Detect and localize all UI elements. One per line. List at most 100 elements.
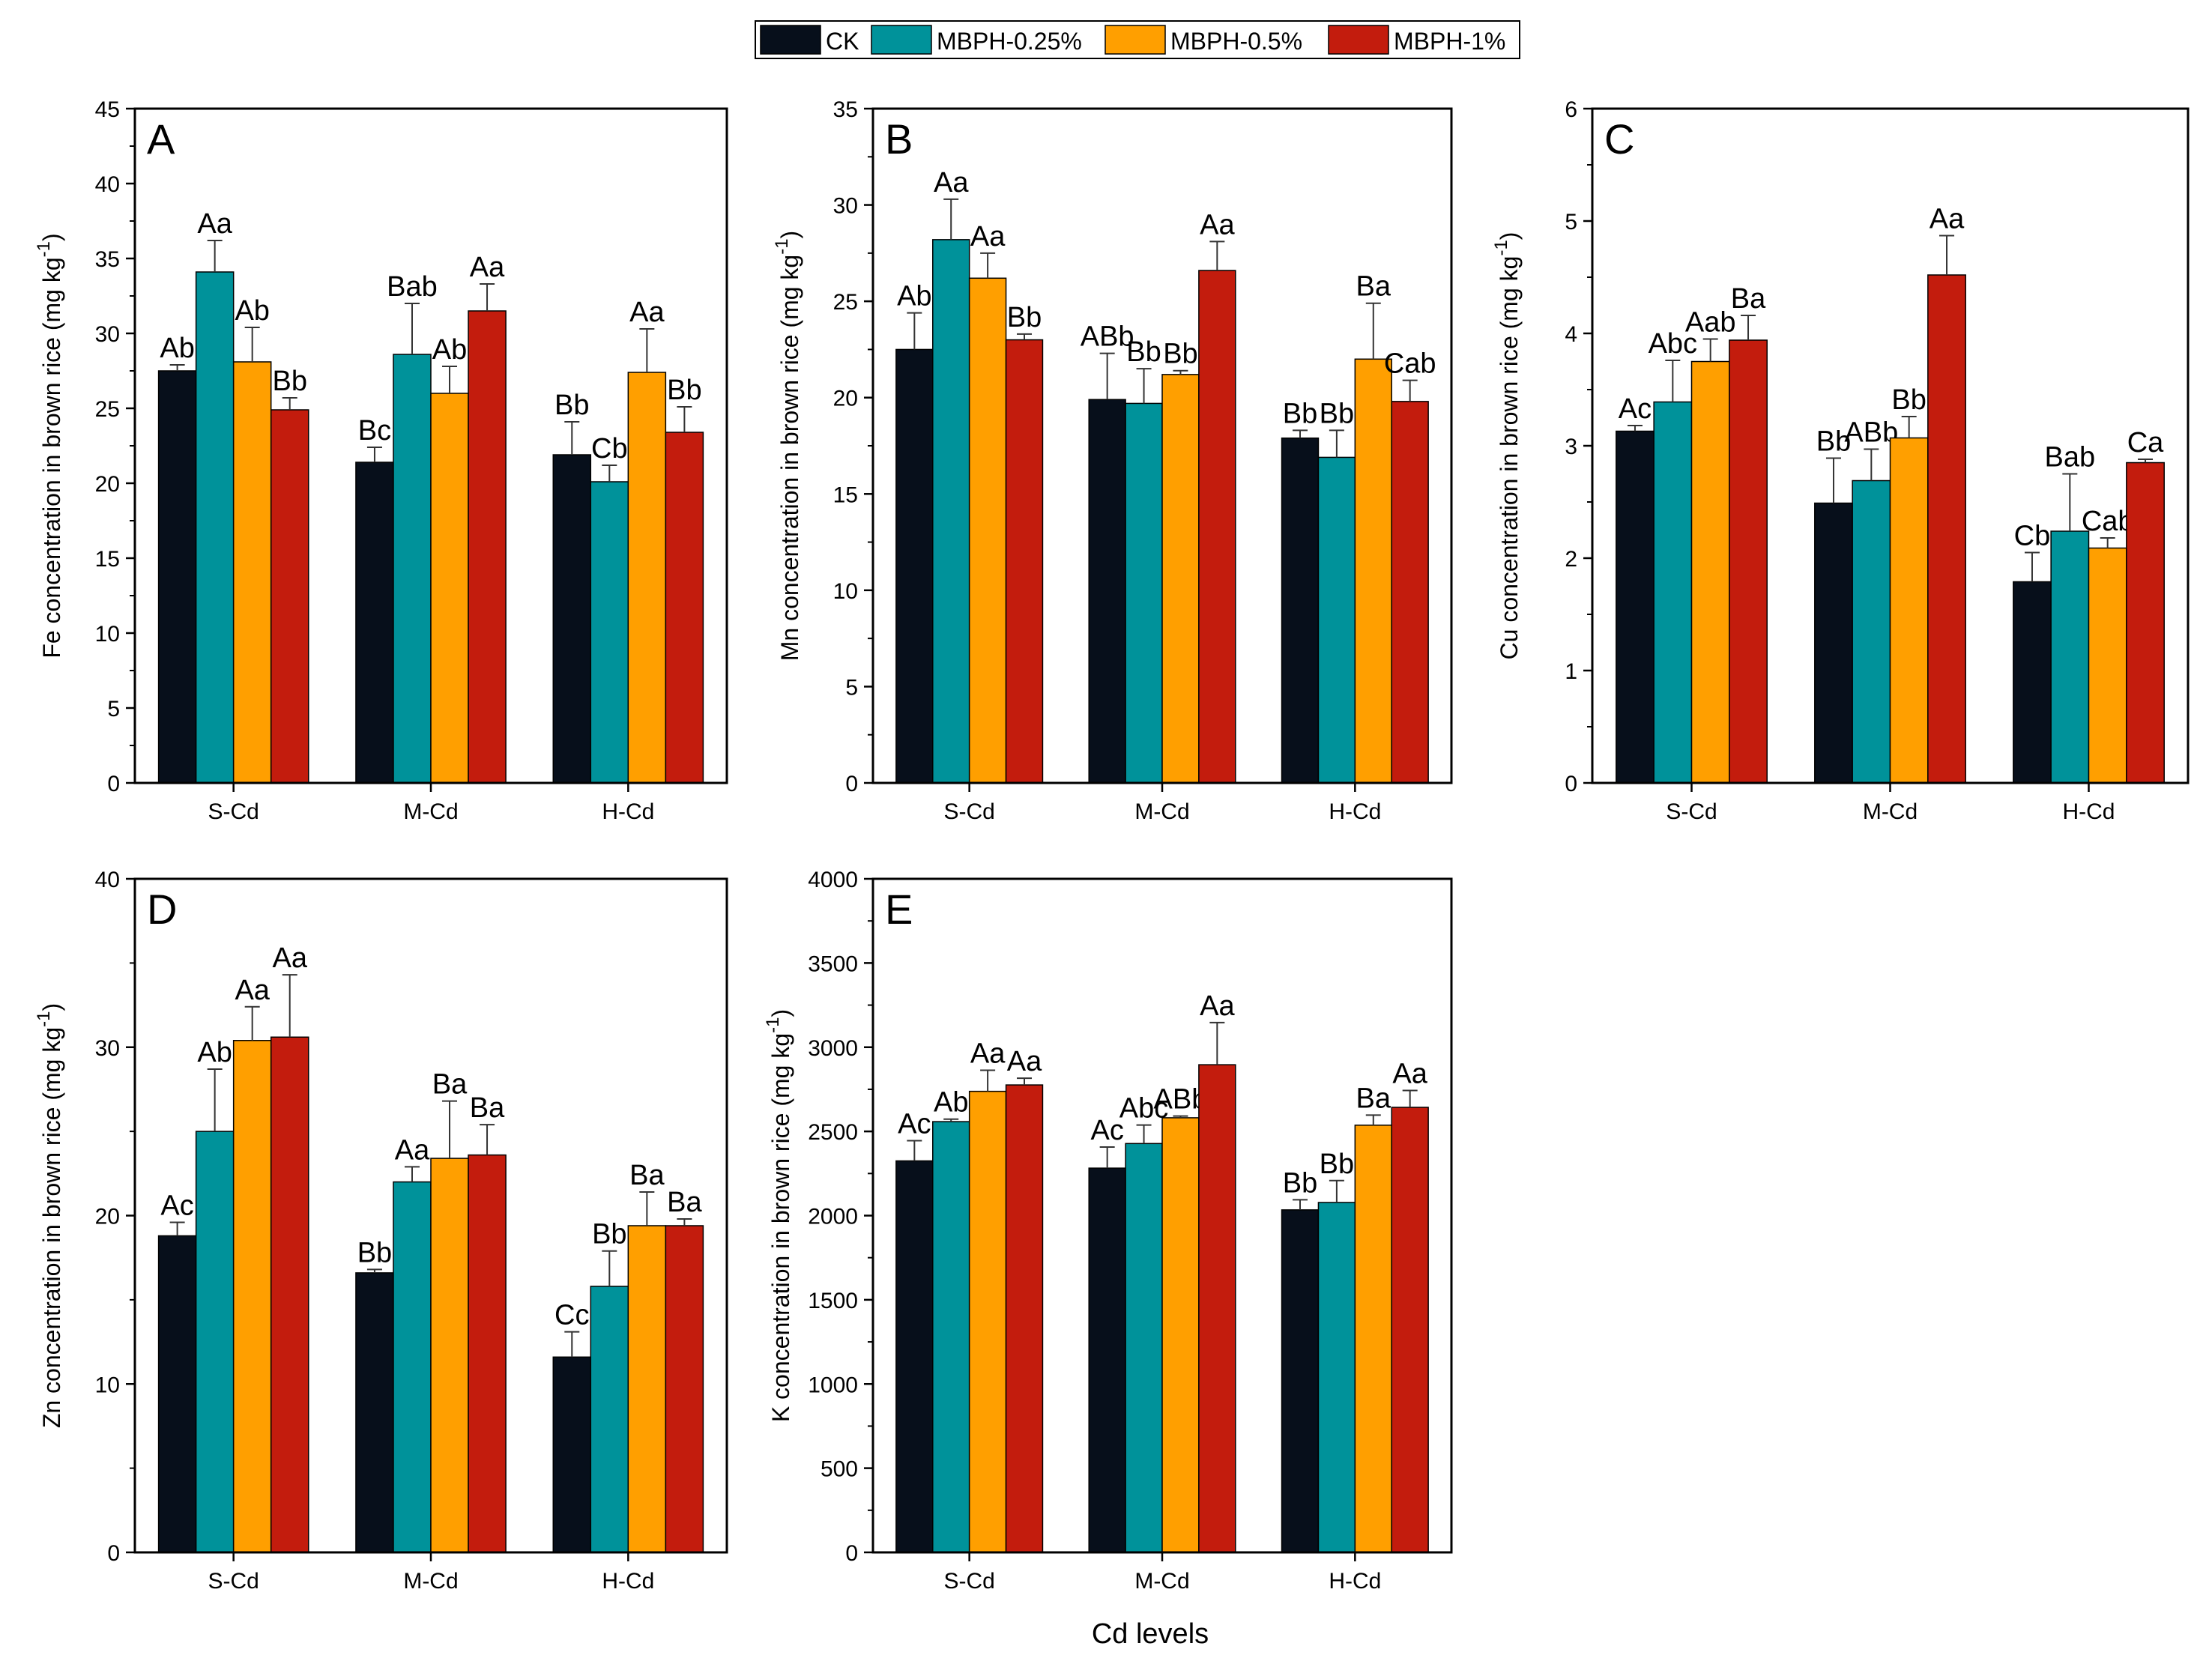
panel-b: AbABbBbAaBbBbAaBbBaBbAaCab05101520253035… <box>772 97 1453 824</box>
panel-d-sig-label: Ac <box>160 1190 193 1221</box>
panel-a-xtick-label: H-Cd <box>602 799 654 824</box>
panel-b-ytick-label: 10 <box>833 579 858 604</box>
panel-a-ytick-label: 45 <box>95 97 120 122</box>
panel-d-xtick-label: H-Cd <box>602 1569 654 1594</box>
panel-e-sig-label: Abc <box>1119 1093 1168 1125</box>
panel-e-bar <box>968 1090 1007 1553</box>
panel-b-bar <box>968 277 1007 784</box>
panel-d-sig-label: Ba <box>629 1160 665 1191</box>
chart-panels: AbBcBbAaBabCbAbAbAaBbAaBb051015202530354… <box>34 97 2190 1594</box>
panel-c-ylabel-exp: -1 <box>1491 240 1511 255</box>
legend-label-mbph-05: MBPH-0.5% <box>1170 28 1302 55</box>
panel-a-ytick-label: 5 <box>107 697 120 721</box>
legend-label-mbph-025: MBPH-0.25% <box>937 28 1082 55</box>
panel-e-letter: E <box>885 886 913 933</box>
panel-b-sig-label: Ba <box>1356 271 1391 303</box>
panel-e-ytick-label: 3000 <box>808 1036 858 1061</box>
panel-c-bar <box>2126 462 2165 784</box>
panel-a-ylabel-main: Fe concentration in brown rice <box>38 330 65 659</box>
panel-a-bar <box>627 372 667 784</box>
panel-b-ytick-label: 0 <box>845 772 858 796</box>
panel-a-sig-label: Aa <box>197 208 232 240</box>
panel-d-sig-label: Aa <box>235 975 270 1006</box>
panel-e-sig-label: Aa <box>1007 1046 1042 1077</box>
panel-c-ytick-label: 4 <box>1565 322 1577 347</box>
panel-b-sig-label: Bb <box>1126 336 1161 368</box>
panel-a-sig-label: Bb <box>554 390 589 421</box>
panel-d-bar <box>270 1036 309 1553</box>
panel-e-xtick-label: S-Cd <box>943 1569 994 1594</box>
panel-d-bar <box>665 1225 704 1553</box>
panel-b-sig-label: Bb <box>1163 339 1197 370</box>
panel-c-sig-label: Ac <box>1619 393 1652 425</box>
panel-e-ytick-label: 3500 <box>808 952 858 976</box>
panel-c-bar <box>2013 581 2052 784</box>
panel-b-sig-label: Bb <box>1320 398 1354 429</box>
panel-c-ylabel-close: ) <box>1496 232 1523 240</box>
panel-e-ylabel-unit: (mg kg <box>767 1033 794 1107</box>
panel-a-sig-label: Ab <box>160 333 194 364</box>
panel-e-sig-label: Aa <box>1200 990 1235 1022</box>
panel-a-sig-label: Ab <box>235 295 269 327</box>
panel-b-bar <box>932 239 970 784</box>
panel-d-ytick-label: 30 <box>95 1036 120 1061</box>
panel-a-sig-label: Bc <box>358 415 391 447</box>
panel-e-bar <box>1391 1107 1429 1553</box>
panel-d-letter: D <box>147 886 177 933</box>
panel-c-xtick-label: M-Cd <box>1863 799 1918 824</box>
panel-d-bar <box>195 1131 235 1553</box>
panel-d-xtick-label: S-Cd <box>208 1569 259 1594</box>
panel-e-sig-label: Bb <box>1283 1167 1317 1199</box>
panel-b-bar <box>1281 437 1320 784</box>
panel-e-bar <box>932 1121 970 1553</box>
panel-c-sig-label: Cb <box>2014 521 2051 552</box>
panel-e-bar <box>1125 1143 1163 1553</box>
panel-b-ytick-label: 5 <box>845 675 858 700</box>
panel-d-sig-label: Aa <box>395 1134 430 1166</box>
panel-e-bar <box>1198 1064 1236 1553</box>
panel-b-bar <box>1198 270 1236 784</box>
panel-b-xtick-label: H-Cd <box>1329 799 1381 824</box>
panel-d-ylabel-main: Zn concentration in brown rice <box>38 1101 65 1429</box>
panel-e-bar <box>895 1160 934 1553</box>
panel-d-xtick-label: M-Cd <box>403 1569 458 1594</box>
panel-b-bar <box>1161 374 1200 784</box>
panel-e-sig-label: Ac <box>898 1108 931 1140</box>
panel-b-bar <box>1317 456 1356 784</box>
panel-a-bar <box>157 370 197 784</box>
panel-e-ytick-label: 0 <box>845 1541 858 1566</box>
panel-b-ytick-label: 25 <box>833 290 858 315</box>
panel-a-sig-label: Ab <box>432 334 467 366</box>
panel-c-bar <box>1852 479 1891 784</box>
panel-b-sig-label: Aa <box>1200 209 1235 240</box>
panel-c-bar <box>1729 339 1768 784</box>
panel-a-ytick-label: 0 <box>107 772 120 796</box>
panel-b-sig-label: ABb <box>1081 321 1134 353</box>
panel-b-ytick-label: 35 <box>833 97 858 122</box>
panel-c-sig-label: ABb <box>1844 417 1898 449</box>
panel-d-bar <box>232 1040 272 1553</box>
panel-b-ylabel: Mn concentration in brown rice (mg kg-1) <box>772 231 803 661</box>
panel-e-bar <box>1005 1084 1044 1553</box>
panel-a: Ab Bc Bb Aa Bab Cb Ab Ab Aa Bb Aa Bb 0 5 10 15 20 25 30 35 4… <box>34 97 728 824</box>
panel-e-ylabel-exp: -1 <box>763 1017 783 1032</box>
panel-e-sig-label: Aa <box>970 1038 1006 1070</box>
legend-swatch-mbph-05 <box>1105 25 1166 55</box>
panel-a-ylabel-unit: (mg kg <box>38 257 65 330</box>
legend-swatch-mbph-1 <box>1328 25 1389 55</box>
panel-c-xtick-label: S-Cd <box>1666 799 1717 824</box>
panel-d-sig-label: Bb <box>592 1219 626 1250</box>
panel-a-letter: A <box>147 115 175 163</box>
panel-b-xtick-label: S-Cd <box>943 799 994 824</box>
panel-c-ytick-label: 3 <box>1565 435 1577 459</box>
panel-c-sig-label: Aab <box>1685 307 1736 339</box>
panel-e-ytick-label: 500 <box>821 1457 858 1482</box>
panel-e-sig-label: Bb <box>1320 1149 1354 1180</box>
panel-b-ylabel-close: ) <box>776 231 803 239</box>
panel-a-xtick-label: S-Cd <box>208 799 259 824</box>
panel-d-ytick-label: 40 <box>95 868 120 892</box>
panel-e-ylabel-close: ) <box>767 1009 794 1017</box>
panel-e-xtick-label: M-Cd <box>1134 1569 1189 1594</box>
panel-e-ylabel: K concentration in brown rice (mg kg-1) <box>763 1009 794 1422</box>
